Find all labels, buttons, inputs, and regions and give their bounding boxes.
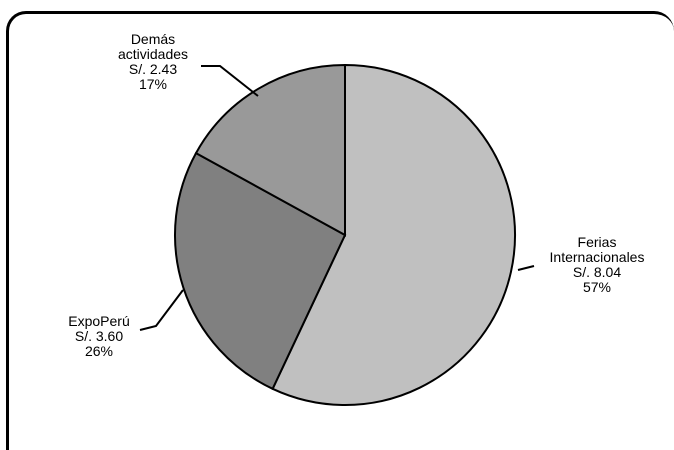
slice-label-line: 57% (583, 279, 611, 295)
slice-label-1: Ferias Internacionales S/. 8.04 57% (550, 234, 645, 295)
slice-label-line: Ferias (578, 234, 617, 250)
slice-label-line: S/. 8.04 (573, 264, 621, 280)
leader-line-1 (517, 265, 535, 271)
slice-label-line: 26% (85, 343, 113, 359)
slice-label-line: Internacionales (550, 249, 645, 265)
slice-label-3: Demás actividades S/. 2.43 17% (118, 31, 188, 92)
slice-label-line: 17% (139, 76, 167, 92)
leader-line-3 (201, 65, 259, 97)
slice-label-line: actividades (118, 46, 188, 62)
slice-label-2: ExpoPerú S/. 3.60 26% (68, 313, 129, 359)
pie-slice-3 (194, 63, 346, 237)
chart-frame (6, 11, 674, 450)
slice-label-line: ExpoPerú (68, 313, 129, 329)
leader-line-2 (139, 289, 184, 331)
slice-label-line: S/. 3.60 (75, 328, 123, 344)
slice-label-line: Demás (131, 31, 175, 47)
slice-label-line: S/. 2.43 (129, 61, 177, 77)
pie-slice-1 (271, 63, 517, 406)
